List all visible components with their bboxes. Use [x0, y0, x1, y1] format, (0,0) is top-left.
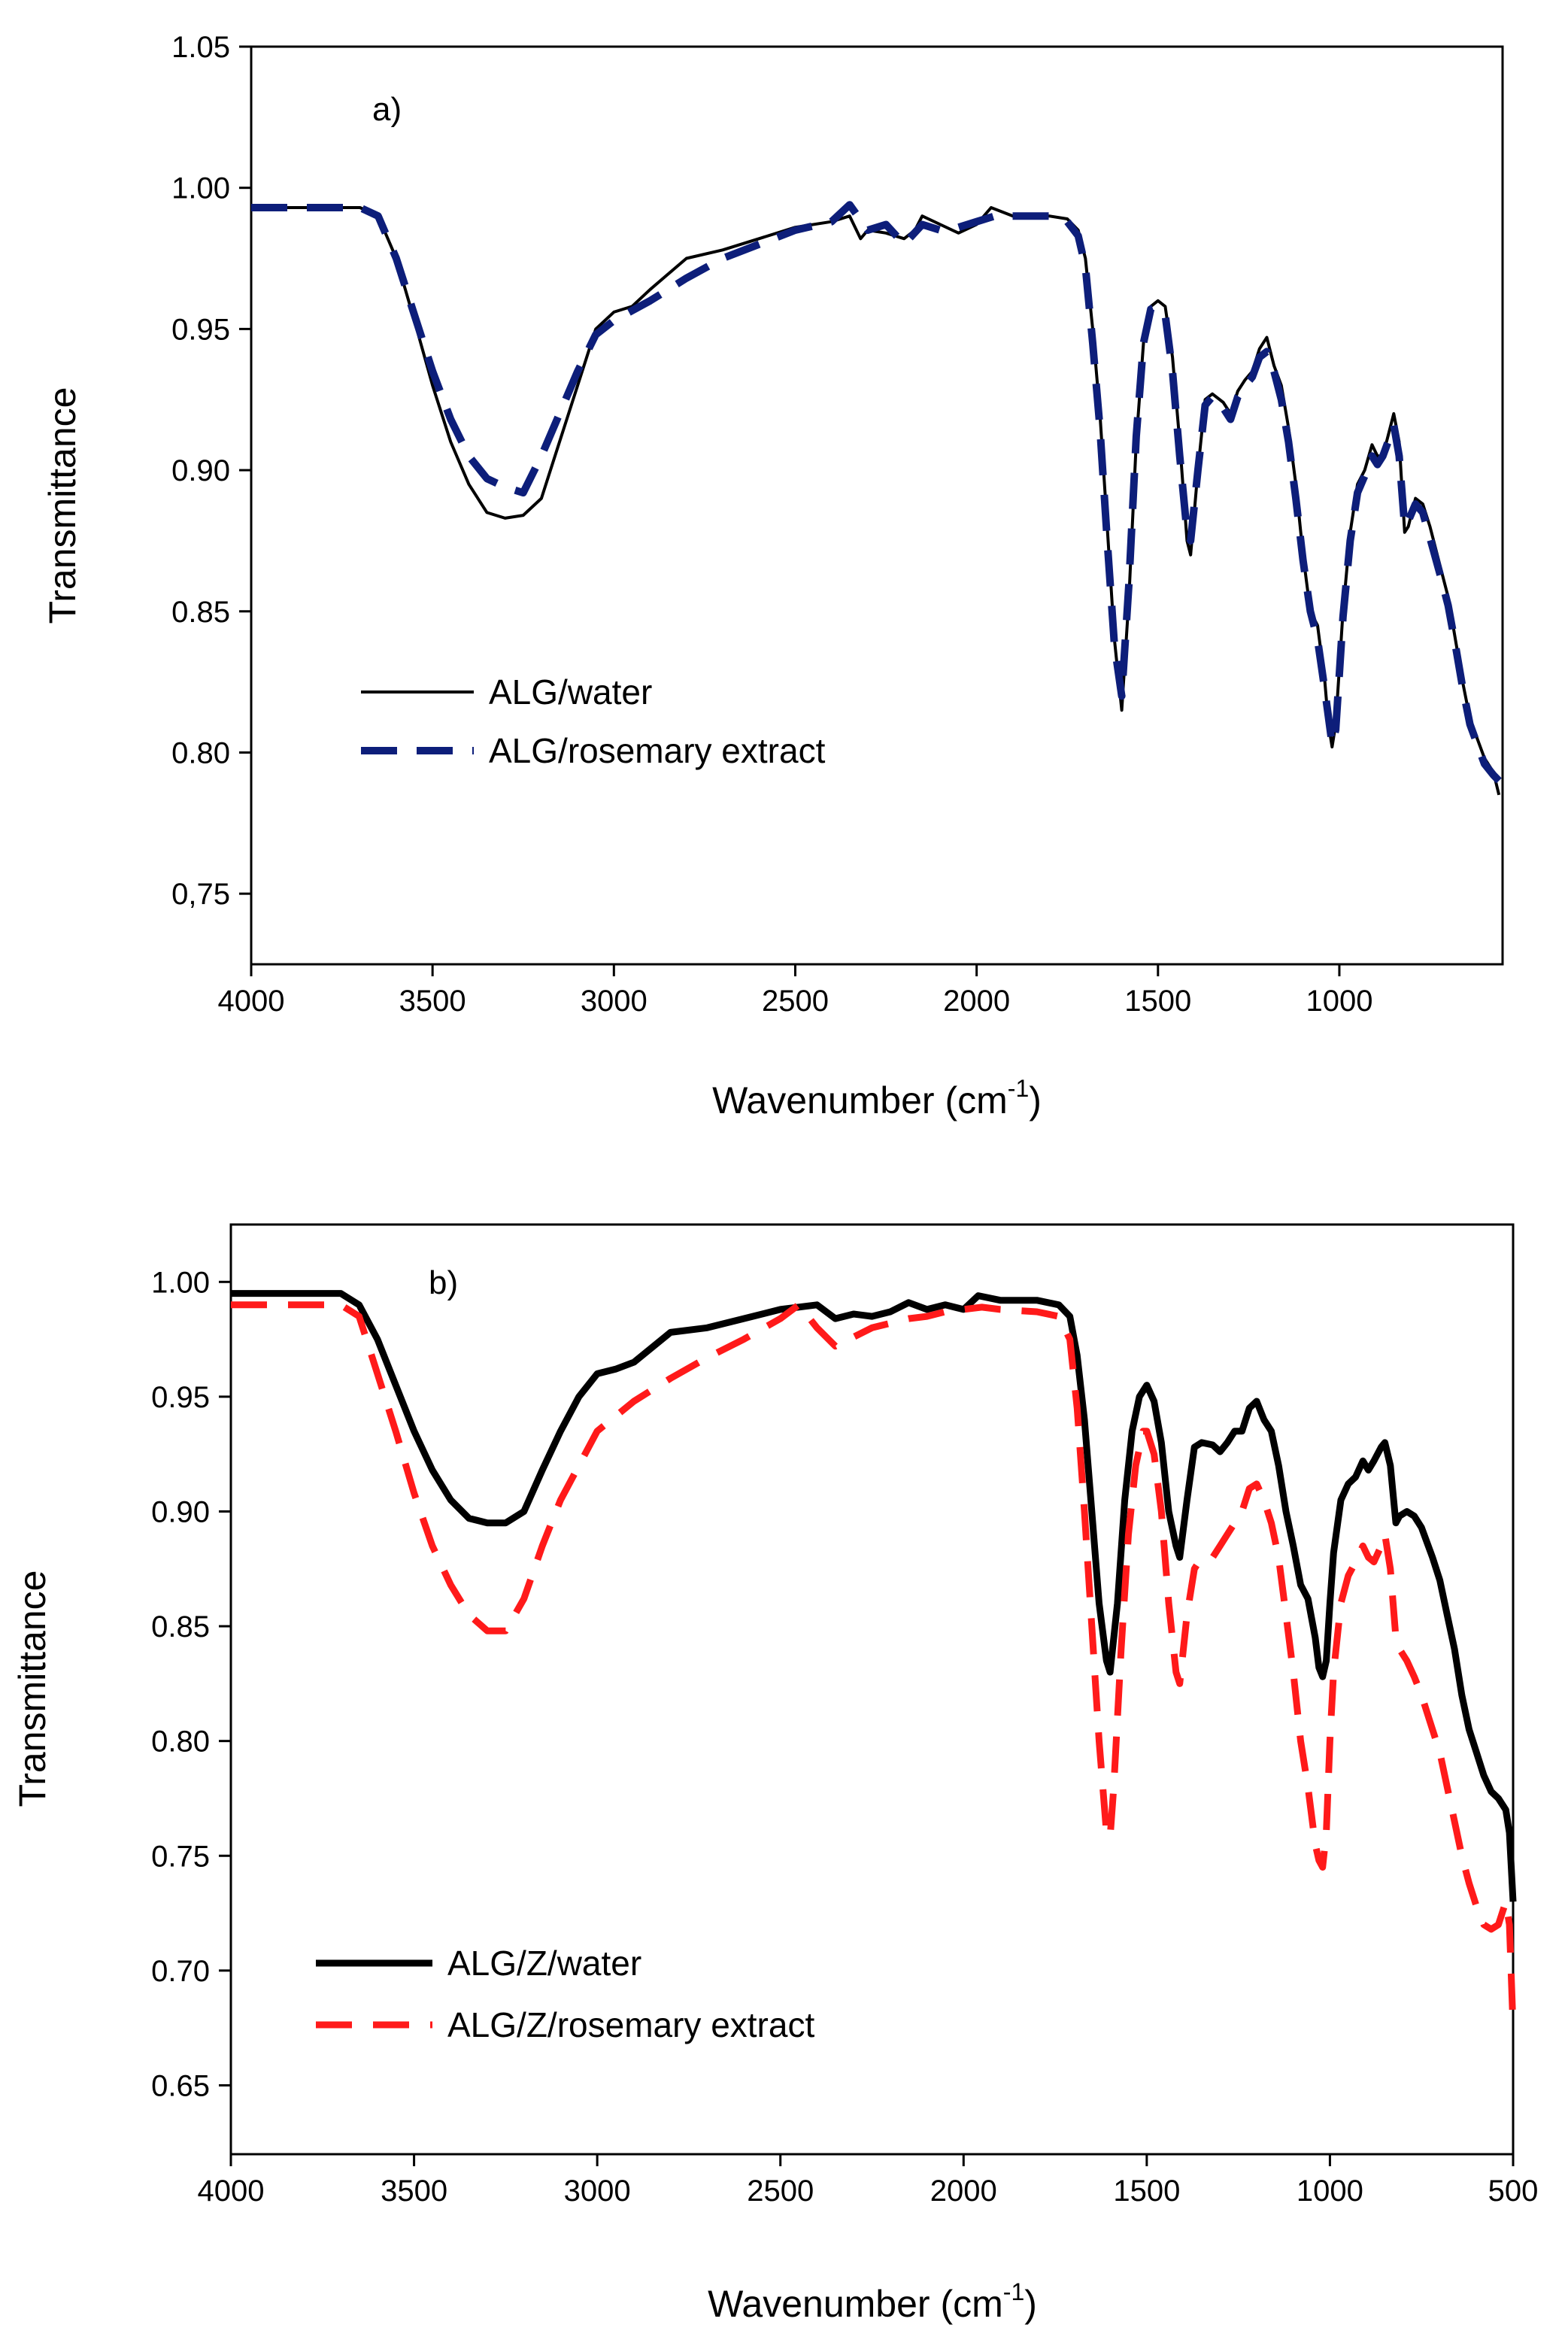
x-tick-label: 1500: [1113, 2175, 1180, 2208]
y-tick-label: 1.00: [171, 172, 230, 205]
legend-label-alg-rosemary: ALG/rosemary extract: [489, 731, 826, 770]
y-tick-label: 0.85: [151, 1610, 210, 1643]
series-line-alg-rosemary-extract: [251, 201, 1502, 784]
panel-label-b: b): [429, 1264, 458, 1301]
x-tick-label: 2500: [762, 985, 829, 1018]
y-tick-label: 0.90: [171, 454, 230, 487]
y-tick-label: 0.75: [151, 1840, 210, 1873]
y-tick-label: 0.65: [151, 2069, 210, 2102]
legend-label-alg-z-water: ALG/Z/water: [447, 1944, 641, 1983]
chart-panel-b: 4000 3500 3000 2500 2000 1500 1000 500 0.65 0.70 0…: [11, 1223, 1539, 2325]
plot-area-b: [229, 1223, 1515, 2156]
x-tick-label: 1000: [1297, 2175, 1363, 2208]
series-line-alg-water: [251, 206, 1501, 796]
series-line-alg-z-water: [231, 1290, 1517, 1902]
legend-b: ALG/Z/water ALG/Z/rosemary extract: [316, 1944, 814, 2044]
y-tick-label: 1.00: [151, 1266, 210, 1299]
y-tick-label: 0.70: [151, 1955, 210, 1988]
x-tick-label: 3000: [581, 985, 648, 1018]
panel-label-a: a): [372, 91, 402, 128]
legend-label-alg-z-rosemary: ALG/Z/rosemary extract: [447, 2005, 814, 2044]
x-axis-title-b: Wavenumber (cm-1): [708, 2278, 1037, 2325]
y-tick-label: 1.05: [171, 31, 230, 64]
x-tick-label: 1500: [1124, 985, 1191, 1018]
x-tick-label: 3000: [564, 2175, 631, 2208]
y-tick-label: 0.95: [151, 1381, 210, 1414]
x-tick-label: 3500: [381, 2175, 447, 2208]
legend-label-alg-water: ALG/water: [489, 672, 652, 712]
y-tick-label: 0.80: [171, 736, 230, 769]
x-tick-label: 2500: [747, 2175, 814, 2208]
series-line-alg-z-rosemary-extract: [231, 1301, 1517, 2029]
y-tick-label: 0,75: [171, 878, 230, 911]
x-tick-label: 2000: [930, 2175, 997, 2208]
y-tick-label: 0.95: [171, 313, 230, 346]
y-tick-label: 0.80: [151, 1725, 210, 1759]
x-tick-label: 3500: [399, 985, 466, 1018]
x-tick-label: 2000: [943, 985, 1010, 1018]
plot-area-a: [250, 45, 1504, 966]
y-tick-label: 0.85: [171, 596, 230, 629]
x-tick-label: 4000: [198, 2175, 265, 2208]
y-axis-title-b: Transmittance: [11, 1571, 53, 1807]
x-tick-label: 4000: [218, 985, 285, 1018]
x-tick-label: 1000: [1306, 985, 1372, 1018]
x-tick-label: 500: [1488, 2175, 1539, 2208]
legend-a: ALG/water ALG/rosemary extract: [361, 672, 826, 770]
chart-panel-a: 4000 3500 3000 2500 2000 1500 1000 0,75 0.80 0.85…: [41, 31, 1504, 1121]
y-axis-title-a: Transmittance: [41, 387, 83, 624]
y-tick-label: 0.90: [151, 1495, 210, 1528]
x-axis-title-a: Wavenumber (cm-1): [712, 1075, 1042, 1121]
